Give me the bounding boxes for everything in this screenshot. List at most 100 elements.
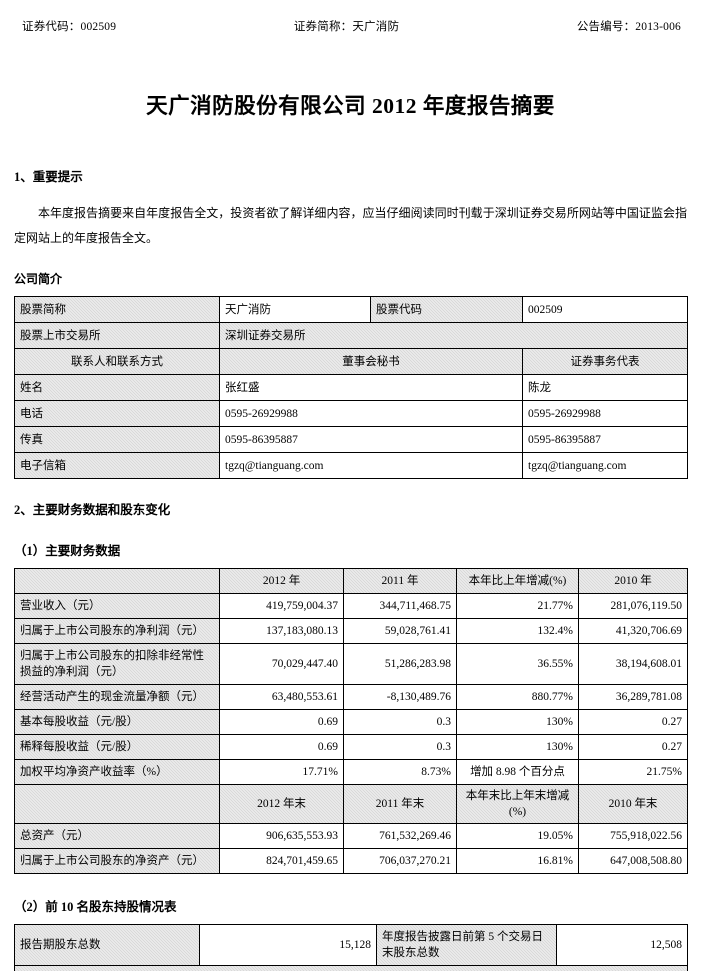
profile-value-phone-secretary: 0595-26929988 <box>219 400 523 427</box>
holders-value-prior-shareholders: 12,508 <box>556 924 688 966</box>
profile-value-exchange: 深圳证券交易所 <box>219 322 688 349</box>
fin-label-operating-cash-flow: 经营活动产生的现金流量净额（元） <box>14 684 220 710</box>
subsection-heading-top-holders: （2）前 10 名股东持股情况表 <box>14 900 177 914</box>
profile-label-email: 电子信箱 <box>14 452 220 479</box>
fin-header-2010-end: 2010 年末 <box>578 784 688 824</box>
main-financial-data-table: 2012 年 2011 年 本年比上年增减(%) 2010 年 营业收入（元） … <box>14 568 688 874</box>
profile-label-phone: 电话 <box>14 400 220 427</box>
table-row: 股票上市交易所 深圳证券交易所 <box>14 322 688 349</box>
notice-number-label: 公告编号：2013-006 <box>576 21 681 33</box>
fin-total-assets-change: 19.05% <box>456 823 579 849</box>
fin-deducted-net-profit-2011: 51,286,283.98 <box>343 643 457 685</box>
fin-header-2010: 2010 年 <box>578 568 688 594</box>
fin-header-2011-end: 2011 年末 <box>343 784 457 824</box>
fin-label-net-assets: 归属于上市公司股东的净资产（元） <box>14 848 220 874</box>
table-header-row: 2012 年 2011 年 本年比上年增减(%) 2010 年 <box>14 568 688 594</box>
fin-operating-cash-flow-change: 880.77% <box>456 684 579 710</box>
table-row: 报告期股东总数 15,128 年度报告披露日前第 5 个交易日末股东总数 12,… <box>14 924 688 966</box>
top-holders-table: 报告期股东总数 15,128 年度报告披露日前第 5 个交易日末股东总数 12,… <box>14 924 688 971</box>
fin-weighted-roe-2010: 21.75% <box>578 759 688 785</box>
fin-deducted-net-profit-change: 36.55% <box>456 643 579 685</box>
fin-total-assets-2012: 906,635,553.93 <box>219 823 344 849</box>
fin-revenue-2010: 281,076,119.50 <box>578 593 688 619</box>
subsection-heading-main-financials: （1）主要财务数据 <box>14 544 121 558</box>
profile-label-fax: 传真 <box>14 426 220 453</box>
table-row: 传真 0595-86395887 0595-86395887 <box>14 426 688 453</box>
profile-value-securities-rep: 证券事务代表 <box>522 348 688 375</box>
table-row: 联系人和联系方式 董事会秘书 证券事务代表 <box>14 348 688 375</box>
fin-net-profit-2012: 137,183,080.13 <box>219 618 344 644</box>
table-row: 稀释每股收益（元/股） 0.69 0.3 130% 0.27 <box>14 734 688 760</box>
fin-header-2012: 2012 年 <box>219 568 344 594</box>
fin-operating-cash-flow-2012: 63,480,553.61 <box>219 684 344 710</box>
fin-label-net-profit: 归属于上市公司股东的净利润（元） <box>14 618 220 644</box>
company-profile-table: 股票简称 天广消防 股票代码 002509 股票上市交易所 深圳证券交易所 联系… <box>14 296 688 479</box>
profile-value-name-secretary: 张红盛 <box>219 374 523 401</box>
fin-label-deducted-net-profit: 归属于上市公司股东的扣除非经常性损益的净利润（元） <box>14 643 220 685</box>
fin-weighted-roe-2011: 8.73% <box>343 759 457 785</box>
fin-label-total-assets: 总资产（元） <box>14 823 220 849</box>
fin-label-basic-eps: 基本每股收益（元/股） <box>14 709 220 735</box>
fin-deducted-net-profit-2012: 70,029,447.40 <box>219 643 344 685</box>
page-title: 天广消防股份有限公司 2012 年度报告摘要 <box>146 94 555 118</box>
table-row: 电话 0595-26929988 0595-26929988 <box>14 400 688 427</box>
table-row: 基本每股收益（元/股） 0.69 0.3 130% 0.27 <box>14 709 688 735</box>
profile-label-name: 姓名 <box>14 374 220 401</box>
fin-diluted-eps-2011: 0.3 <box>343 734 457 760</box>
table-row: 总资产（元） 906,635,553.93 761,532,269.46 19.… <box>14 823 688 849</box>
table-row: 加权平均净资产收益率（%） 17.71% 8.73% 增加 8.98 个百分点 … <box>14 759 688 785</box>
fin-basic-eps-change: 130% <box>456 709 579 735</box>
fin-diluted-eps-2010: 0.27 <box>578 734 688 760</box>
table-row: 归属于上市公司股东的扣除非经常性损益的净利润（元） 70,029,447.40 … <box>14 643 688 685</box>
section-heading-financials: 2、主要财务数据和股东变化 <box>14 503 171 517</box>
table-row: 经营活动产生的现金流量净额（元） 63,480,553.61 -8,130,48… <box>14 684 688 710</box>
profile-value-name-rep: 陈龙 <box>522 374 688 401</box>
fin-header-2011: 2011 年 <box>343 568 457 594</box>
fin-diluted-eps-change: 130% <box>456 734 579 760</box>
fin-basic-eps-2012: 0.69 <box>219 709 344 735</box>
fin-revenue-2011: 344,711,468.75 <box>343 593 457 619</box>
fin-header-blank-2 <box>14 784 220 824</box>
holders-value-total-shareholders: 15,128 <box>199 924 377 966</box>
fin-label-weighted-roe: 加权平均净资产收益率（%） <box>14 759 220 785</box>
fin-deducted-net-profit-2010: 38,194,608.01 <box>578 643 688 685</box>
fin-operating-cash-flow-2010: 36,289,781.08 <box>578 684 688 710</box>
profile-label-stock-code: 股票代码 <box>370 296 523 323</box>
fin-revenue-2012: 419,759,004.37 <box>219 593 344 619</box>
profile-value-stock-code: 002509 <box>522 296 688 323</box>
fin-label-diluted-eps: 稀释每股收益（元/股） <box>14 734 220 760</box>
security-code-label: 证券代码：002509 <box>22 21 117 33</box>
profile-value-fax-rep: 0595-86395887 <box>522 426 688 453</box>
profile-value-email-secretary: tgzq@tianguang.com <box>219 452 523 479</box>
fin-diluted-eps-2012: 0.69 <box>219 734 344 760</box>
fin-total-assets-2011: 761,532,269.46 <box>343 823 457 849</box>
fin-net-assets-2012: 824,701,459.65 <box>219 848 344 874</box>
table-row: 营业收入（元） 419,759,004.37 344,711,468.75 21… <box>14 593 688 619</box>
profile-value-board-secretary: 董事会秘书 <box>219 348 523 375</box>
holders-label-total-shareholders: 报告期股东总数 <box>14 924 200 966</box>
profile-value-phone-rep: 0595-26929988 <box>522 400 688 427</box>
fin-net-profit-change: 132.4% <box>456 618 579 644</box>
fin-weighted-roe-change: 增加 8.98 个百分点 <box>456 759 579 785</box>
profile-label-contacts: 联系人和联系方式 <box>14 348 220 375</box>
running-head: 证券代码：002509 证券简称：天广消防 公告编号：2013-006 <box>14 18 687 34</box>
fin-header-change-end: 本年末比上年末增减(%) <box>456 784 579 824</box>
fin-basic-eps-2011: 0.3 <box>343 709 457 735</box>
fin-header-blank <box>14 568 220 594</box>
fin-total-assets-2010: 755,918,022.56 <box>578 823 688 849</box>
table-row: 归属于上市公司股东的净资产（元） 824,701,459.65 706,037,… <box>14 848 688 874</box>
fin-net-profit-2011: 59,028,761.41 <box>343 618 457 644</box>
profile-label-exchange: 股票上市交易所 <box>14 322 220 349</box>
table-header-row: 2012 年末 2011 年末 本年末比上年末增减(%) 2010 年末 <box>14 784 688 824</box>
holders-merged-title: 前 10 名股东持股情况 <box>14 965 688 971</box>
table-row: 归属于上市公司股东的净利润（元） 137,183,080.13 59,028,7… <box>14 618 688 644</box>
fin-basic-eps-2010: 0.27 <box>578 709 688 735</box>
table-row: 姓名 张红盛 陈龙 <box>14 374 688 401</box>
table-row: 电子信箱 tgzq@tianguang.com tgzq@tianguang.c… <box>14 452 688 479</box>
section-heading-company-profile: 公司简介 <box>14 272 63 286</box>
fin-label-revenue: 营业收入（元） <box>14 593 220 619</box>
table-row: 股票简称 天广消防 股票代码 002509 <box>14 296 688 323</box>
fin-header-change: 本年比上年增减(%) <box>456 568 579 594</box>
profile-value-email-rep: tgzq@tianguang.com <box>522 452 688 479</box>
